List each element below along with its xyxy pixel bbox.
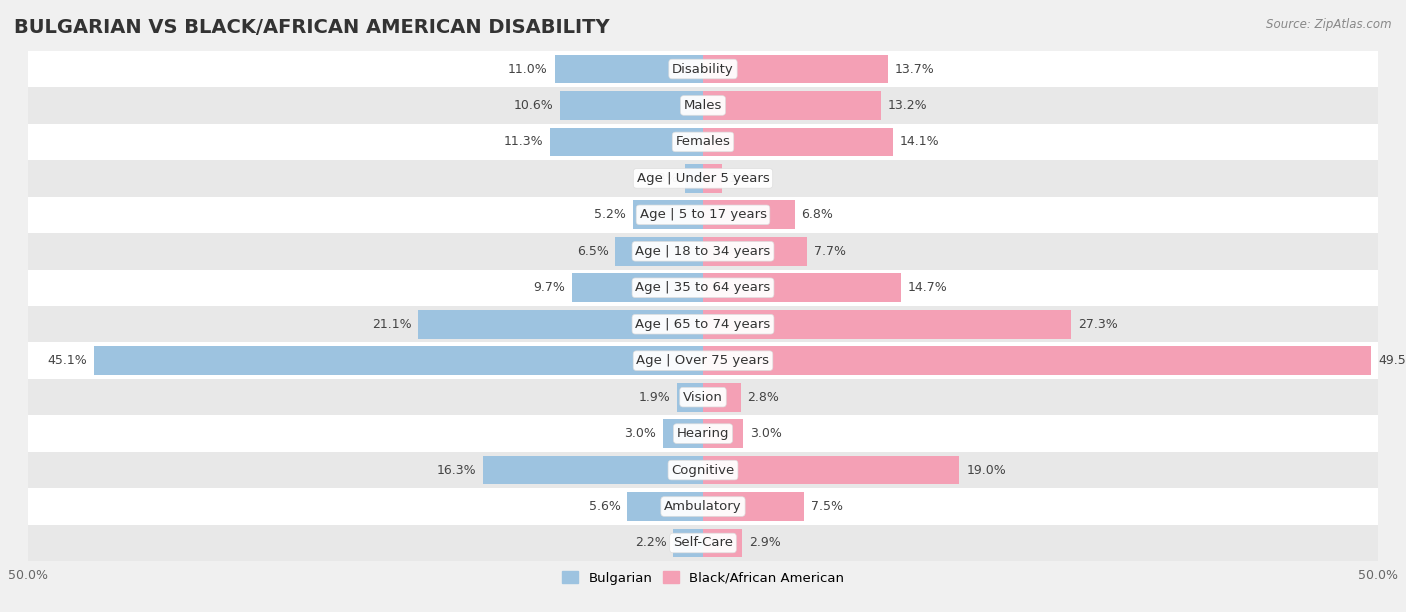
Text: 27.3%: 27.3% [1078, 318, 1118, 330]
Bar [484, 456, 703, 485]
Bar [28, 269, 1378, 306]
Bar [686, 164, 703, 193]
Bar [28, 196, 1378, 233]
Bar [28, 306, 1378, 343]
Bar [703, 91, 882, 120]
Text: 2.2%: 2.2% [634, 537, 666, 550]
Text: Females: Females [675, 135, 731, 149]
Bar [418, 310, 703, 338]
Bar [572, 274, 703, 302]
Bar [678, 382, 703, 411]
Text: Hearing: Hearing [676, 427, 730, 440]
Text: 11.3%: 11.3% [505, 135, 544, 149]
Bar [94, 346, 703, 375]
Bar [703, 382, 741, 411]
Bar [703, 456, 959, 485]
Bar [703, 201, 794, 230]
Bar [703, 346, 1371, 375]
Bar [703, 237, 807, 266]
Bar [703, 274, 901, 302]
Legend: Bulgarian, Black/African American: Bulgarian, Black/African American [557, 566, 849, 590]
Text: 9.7%: 9.7% [533, 282, 565, 294]
Text: Cognitive: Cognitive [672, 463, 734, 477]
Bar [703, 310, 1071, 338]
Text: Males: Males [683, 99, 723, 112]
Text: 6.5%: 6.5% [576, 245, 609, 258]
Text: 3.0%: 3.0% [751, 427, 782, 440]
Text: Age | 5 to 17 years: Age | 5 to 17 years [640, 208, 766, 222]
Text: Age | 65 to 74 years: Age | 65 to 74 years [636, 318, 770, 330]
Bar [703, 127, 893, 156]
Text: 5.2%: 5.2% [595, 208, 626, 222]
Text: 2.8%: 2.8% [748, 390, 779, 404]
Text: 1.3%: 1.3% [647, 172, 679, 185]
Bar [703, 54, 889, 83]
Bar [627, 492, 703, 521]
Text: 45.1%: 45.1% [48, 354, 87, 367]
Bar [703, 164, 721, 193]
Text: 7.7%: 7.7% [814, 245, 845, 258]
Bar [28, 51, 1378, 88]
Text: 2.9%: 2.9% [749, 537, 780, 550]
Text: 10.6%: 10.6% [513, 99, 553, 112]
Text: Age | Over 75 years: Age | Over 75 years [637, 354, 769, 367]
Text: 13.2%: 13.2% [889, 99, 928, 112]
Text: 16.3%: 16.3% [437, 463, 477, 477]
Text: 19.0%: 19.0% [966, 463, 1005, 477]
Bar [28, 452, 1378, 488]
Text: Source: ZipAtlas.com: Source: ZipAtlas.com [1267, 18, 1392, 31]
Text: 7.5%: 7.5% [811, 500, 844, 513]
Bar [28, 488, 1378, 524]
Text: 21.1%: 21.1% [371, 318, 412, 330]
Text: Vision: Vision [683, 390, 723, 404]
Text: Disability: Disability [672, 62, 734, 75]
Text: 14.7%: 14.7% [908, 282, 948, 294]
Bar [28, 524, 1378, 561]
Bar [28, 343, 1378, 379]
Bar [633, 201, 703, 230]
Text: 5.6%: 5.6% [589, 500, 620, 513]
Bar [28, 416, 1378, 452]
Text: 1.9%: 1.9% [638, 390, 671, 404]
Bar [673, 529, 703, 558]
Bar [662, 419, 703, 448]
Bar [554, 54, 703, 83]
Text: BULGARIAN VS BLACK/AFRICAN AMERICAN DISABILITY: BULGARIAN VS BLACK/AFRICAN AMERICAN DISA… [14, 18, 610, 37]
Text: Age | 18 to 34 years: Age | 18 to 34 years [636, 245, 770, 258]
Bar [28, 124, 1378, 160]
Text: 14.1%: 14.1% [900, 135, 939, 149]
Bar [703, 492, 804, 521]
Bar [703, 419, 744, 448]
Bar [616, 237, 703, 266]
Bar [703, 529, 742, 558]
Text: 3.0%: 3.0% [624, 427, 655, 440]
Bar [560, 91, 703, 120]
Text: Age | 35 to 64 years: Age | 35 to 64 years [636, 282, 770, 294]
Text: Self-Care: Self-Care [673, 537, 733, 550]
Text: 6.8%: 6.8% [801, 208, 834, 222]
Bar [28, 160, 1378, 196]
Bar [28, 233, 1378, 269]
Bar [28, 379, 1378, 416]
Text: Ambulatory: Ambulatory [664, 500, 742, 513]
Text: 11.0%: 11.0% [508, 62, 548, 75]
Text: 1.4%: 1.4% [728, 172, 761, 185]
Bar [28, 88, 1378, 124]
Text: 49.5%: 49.5% [1378, 354, 1406, 367]
Bar [551, 127, 703, 156]
Text: Age | Under 5 years: Age | Under 5 years [637, 172, 769, 185]
Text: 13.7%: 13.7% [894, 62, 935, 75]
